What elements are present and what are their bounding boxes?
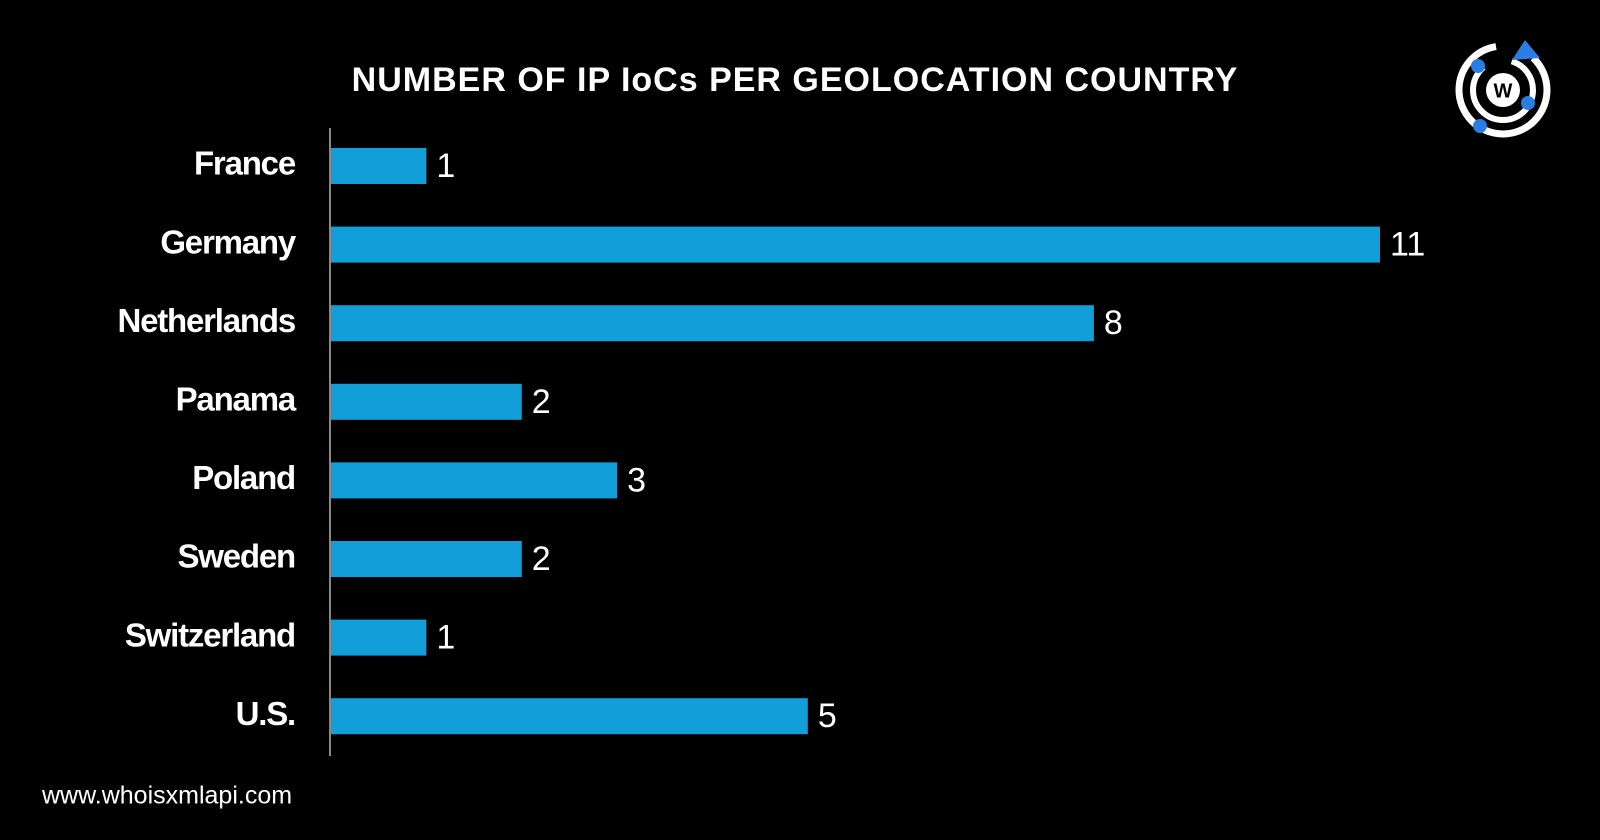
category-label: Sweden xyxy=(177,538,295,575)
logo-dot xyxy=(1521,96,1535,110)
value-label: 5 xyxy=(818,697,837,735)
bar xyxy=(331,305,1094,342)
category-label: U.S. xyxy=(236,695,295,732)
logo-dot xyxy=(1473,119,1487,133)
value-label: 1 xyxy=(436,619,455,657)
bar xyxy=(331,148,427,184)
category-label: Netherlands xyxy=(117,302,295,339)
chart-title: NUMBER OF IP IoCs PER GEOLOCATION COUNTR… xyxy=(352,61,1239,99)
category-label: Panama xyxy=(176,381,297,418)
bar xyxy=(331,698,808,735)
logo-ring xyxy=(1455,42,1551,138)
value-label: 3 xyxy=(627,461,646,499)
bar xyxy=(331,541,522,577)
logo-pointer xyxy=(1512,40,1540,60)
bar xyxy=(331,383,522,420)
category-label: France xyxy=(194,145,296,182)
value-label: 8 xyxy=(1104,304,1123,342)
bar xyxy=(331,226,1380,263)
bar xyxy=(331,619,427,656)
footer: www.whoisxmlapi.com xyxy=(41,782,292,810)
category-label: Germany xyxy=(160,223,297,260)
value-label: 11 xyxy=(1390,226,1425,264)
category-label: Switzerland xyxy=(125,616,295,653)
logo-ring xyxy=(1470,57,1536,123)
category-label: Poland xyxy=(192,459,295,496)
value-label: 2 xyxy=(532,383,551,421)
logo-dot xyxy=(1471,59,1485,73)
logo-text: W xyxy=(1494,80,1513,102)
value-label: 1 xyxy=(436,147,455,185)
value-label: 2 xyxy=(532,540,551,578)
bar xyxy=(331,462,618,499)
logo: W xyxy=(1455,40,1551,138)
logo-core xyxy=(1486,73,1520,107)
